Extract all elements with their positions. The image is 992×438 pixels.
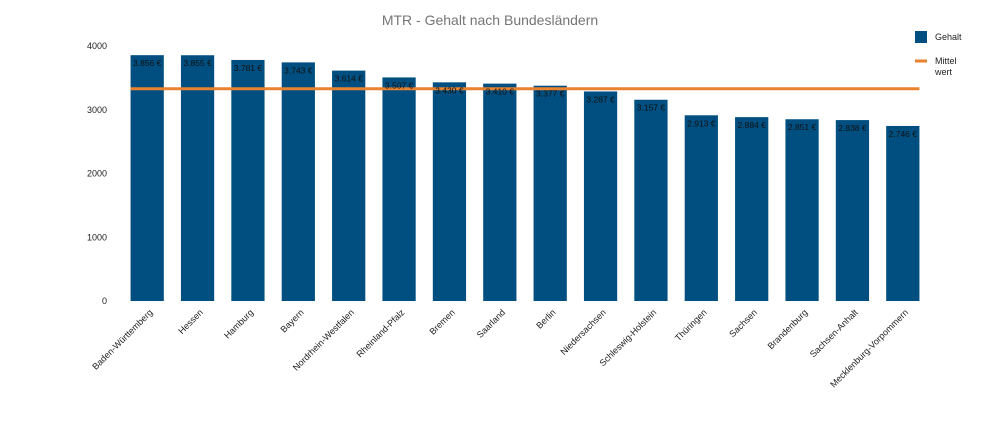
x-tick-label: Bayern [278, 307, 305, 334]
data-label: 3.856 € [133, 58, 162, 68]
data-label: 2.746 € [889, 129, 918, 139]
y-tick-label: 3000 [87, 105, 107, 115]
x-tick-label: Brandenburg [766, 307, 810, 351]
bar [130, 55, 164, 302]
data-label: 2.884 € [738, 120, 767, 130]
x-tick-label: Berlin [534, 307, 557, 330]
x-tick-label: Hamburg [222, 307, 255, 340]
data-label: 3.781 € [234, 63, 263, 73]
bar [281, 62, 315, 301]
data-label: 3.287 € [586, 94, 615, 104]
x-tick-label: Niedersachsen [558, 307, 608, 357]
legend-label-mittelwert: Mittel [935, 56, 957, 66]
y-tick-label: 0 [102, 296, 107, 306]
x-tick-label: Thüringen [673, 307, 709, 343]
bar [231, 59, 265, 302]
data-label: 3.614 € [335, 74, 364, 84]
data-label: 2.913 € [687, 118, 716, 128]
bar [886, 125, 920, 301]
x-tick-label: Sachsen-Anhalt [808, 307, 860, 359]
y-tick-label: 1000 [87, 232, 107, 242]
x-tick-label: Bremen [427, 307, 456, 336]
bar [382, 77, 416, 302]
bar [483, 83, 517, 301]
bar [533, 85, 567, 301]
data-label: 3.377 € [536, 89, 565, 99]
data-label: 3.743 € [284, 65, 313, 75]
bar [634, 99, 668, 302]
bar [835, 120, 870, 301]
x-tick-label: Saarland [475, 307, 508, 340]
data-label: 3.430 € [435, 85, 464, 95]
y-tick-label: 4000 [87, 41, 107, 51]
bar [332, 70, 366, 301]
y-tick-label: 2000 [87, 169, 107, 179]
data-label: 3.507 € [385, 80, 414, 90]
data-label: 2.838 € [838, 123, 867, 133]
x-tick-label: Schleswig-Holstein [598, 307, 659, 368]
x-tick-label: Hessen [176, 307, 205, 336]
data-label: 2.851 € [788, 122, 817, 132]
x-tick-label: Sachsen [727, 307, 759, 339]
legend-swatch-gehalt [915, 31, 927, 43]
legend-label-mittelwert: wert [934, 67, 953, 77]
data-label: 3.410 € [486, 87, 515, 97]
bar [180, 55, 215, 302]
data-label: 3.855 € [183, 58, 212, 68]
legend-label-gehalt: Gehalt [935, 32, 962, 42]
x-tick-label: Rheinland-Pfalz [354, 307, 406, 359]
bar [785, 119, 819, 301]
x-tick-label: Baden-Württemberg [90, 307, 154, 371]
bar [735, 117, 769, 302]
bar [432, 82, 467, 302]
bar [583, 91, 618, 301]
chart-title: MTR - Gehalt nach Bundesländern [381, 12, 599, 28]
data-label: 3.157 € [637, 103, 666, 113]
bar [684, 115, 718, 301]
